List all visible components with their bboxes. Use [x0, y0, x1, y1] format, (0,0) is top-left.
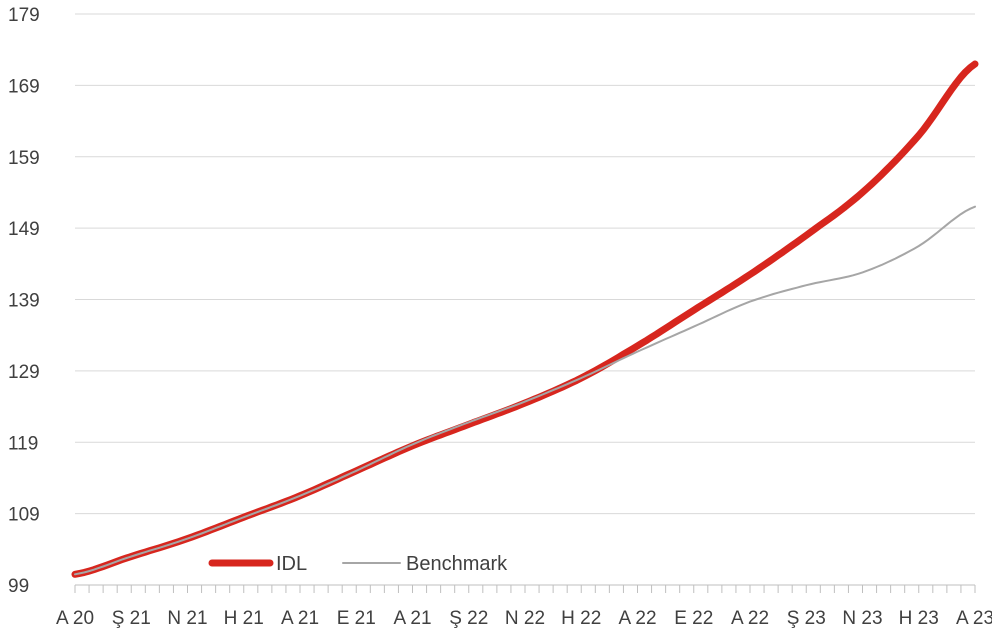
- x-tick-label: Ş 22: [449, 608, 488, 629]
- legend-label-idl: IDL: [276, 553, 307, 575]
- x-tick-label: E 22: [674, 608, 713, 629]
- y-tick-label: 139: [8, 291, 40, 312]
- series-lines: [71, 60, 979, 578]
- x-tick-label: Ş 21: [112, 608, 151, 629]
- x-tick-label: N 22: [505, 608, 545, 629]
- x-tick-label: A 21: [393, 608, 431, 629]
- x-tick-label: A 23: [956, 608, 992, 629]
- x-tick-label: A 20: [56, 608, 94, 629]
- x-axis: A 20 Ş 21 N 21 H 21 A 21 E 21 A 21 Ş 22 N 22 H 22…: [56, 584, 992, 629]
- y-tick-label: 179: [8, 5, 40, 26]
- x-tick-label: A 22: [618, 608, 656, 629]
- gridlines: [75, 13, 975, 515]
- y-tick-label: 169: [8, 76, 40, 97]
- y-tick-label: 159: [8, 148, 40, 169]
- series-line-idl: [71, 60, 979, 578]
- y-tick-label: 119: [8, 433, 38, 454]
- series-line-benchmark: [74, 205, 976, 576]
- y-tick-label: 149: [8, 219, 40, 240]
- x-tick-label: Ş 23: [787, 608, 826, 629]
- x-tick-label: H 22: [561, 608, 601, 629]
- x-tick-label: H 21: [224, 608, 264, 629]
- y-axis-ticks: 99 109 119 129 139 149 159 169 179: [8, 5, 40, 597]
- legend: IDL Benchmark: [208, 553, 508, 575]
- legend-label-benchmark: Benchmark: [406, 553, 508, 575]
- y-tick-label: 99: [8, 576, 29, 597]
- x-tick-label: A 21: [281, 608, 319, 629]
- y-tick-label: 109: [8, 505, 40, 526]
- x-tick-label: E 21: [337, 608, 376, 629]
- x-tick-label: A 22: [731, 608, 769, 629]
- x-tick-label: N 23: [842, 608, 882, 629]
- y-tick-label: 129: [8, 362, 40, 383]
- x-tick-label: N 21: [167, 608, 207, 629]
- x-tick-label: H 23: [899, 608, 939, 629]
